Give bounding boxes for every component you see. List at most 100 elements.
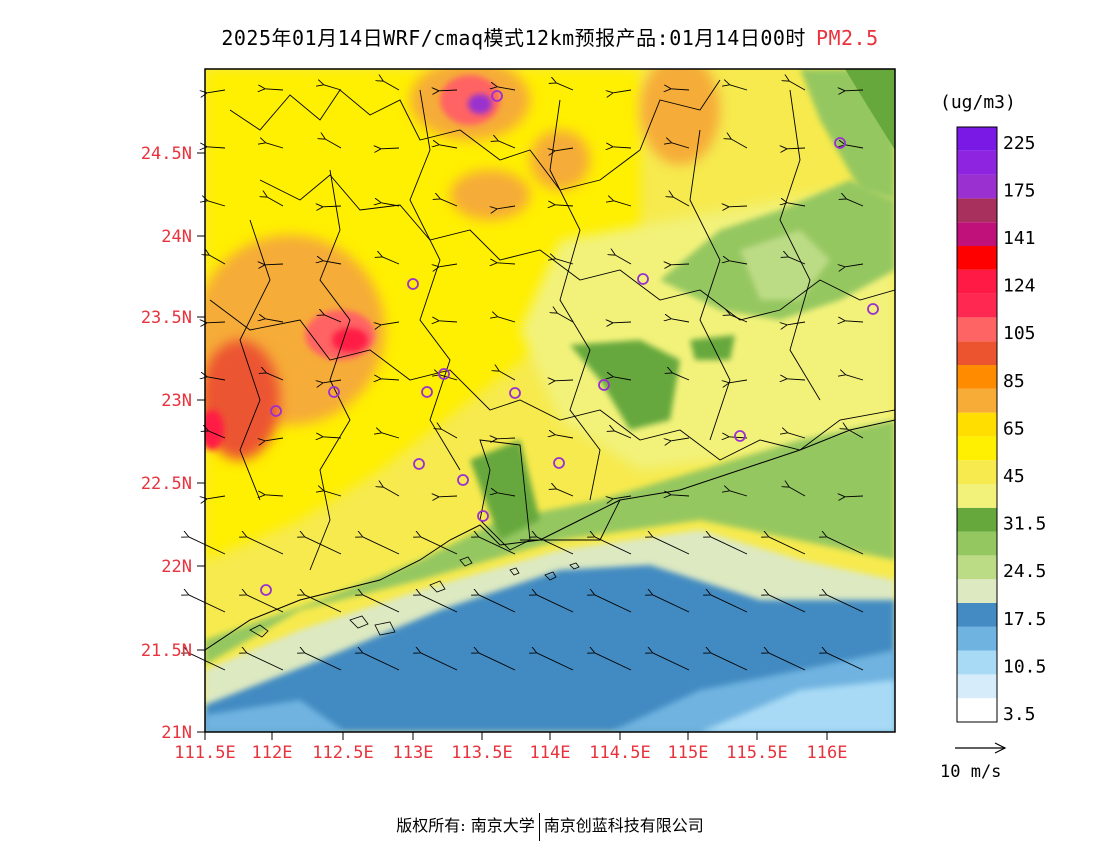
wind-arrow [363,653,400,671]
legend-bin [957,174,997,199]
wind-arrow [305,653,342,671]
wind-arrow [305,595,342,613]
longitude-axis: 111.5E 112E 112.5E 113E 113.5E 114E 114.5E 115E… [174,732,847,763]
copyright-footer: 版权所有: 南京大学 南京创蓝科技有限公司 [0,812,1100,841]
wind-arrow [381,379,400,380]
lon-tick-label: 112E [252,743,293,763]
legend-bin [957,460,997,484]
wind-arrow [439,263,458,267]
legend-label: 225 [1003,133,1036,154]
wind-arrow [498,317,516,323]
wind-arrow [556,259,574,265]
wind-arrow [439,321,458,322]
wind-arrow [440,199,458,207]
station-marker [260,584,272,596]
wind-arrow [788,257,806,265]
wind-arrow [653,595,690,613]
legend-bin [957,246,997,270]
colorbar-legend: 3.5 10.5 17.5 24.5 31.5 45 65 85 105 124 141 175 225 [956,126,1046,725]
footer-right: 南京创蓝科技有限公司 [543,816,704,835]
wind-arrow [265,319,284,323]
wind-arrow [789,81,806,91]
wind-arrow [827,653,864,671]
wind-arrow [207,147,226,148]
lon-tick-label: 115E [668,743,709,763]
station-marker [413,458,425,470]
wind-arrow [614,201,632,207]
wind-arrow [383,487,400,497]
wind-arrow [788,433,806,439]
wind-arrow [613,377,632,381]
wind-arrow [207,322,226,323]
legend-bin [957,555,997,580]
legend-bin [957,222,997,246]
wind-arrow [208,431,226,439]
wind-arrow [769,537,806,555]
wind-arrow [653,653,690,671]
lon-tick-label: 116E [807,743,848,763]
wind-arrow [265,437,284,441]
title-pollutant: PM2.5 [815,26,879,50]
lon-tick-label: 115.5E [726,743,787,763]
wind-arrow [613,495,632,499]
lat-tick-label: 24.5N [141,144,192,164]
wind-arrow [595,537,632,555]
title-main: 2025年01月14日WRF/cmaq模式12km预报产品:01月14日00时 [221,26,806,50]
lat-tick-label: 21N [161,723,192,743]
wind-arrow [363,595,400,613]
legend-bin [957,269,997,294]
legend-bin [957,579,997,603]
legend-bin [957,436,997,461]
lat-tick-label: 23N [161,391,192,411]
wind-arrow [324,491,342,497]
lat-tick-label: 22N [161,557,192,577]
wind-arrow [653,537,690,555]
wind-arrow [537,653,574,671]
legend-label: 124 [1003,276,1036,297]
wind-arrow [189,653,226,671]
wind-arrow [208,201,226,207]
station-marker [553,457,565,469]
wind-arrow [847,429,864,439]
lon-tick-label: 111.5E [174,743,235,763]
station-marker [421,386,433,398]
lon-tick-label: 113E [393,743,434,763]
wind-arrow [498,141,516,149]
wind-arrow [267,197,284,207]
wind-arrow [439,496,458,497]
legend-label: 85 [1003,371,1025,392]
wind-arrow [421,537,458,555]
wind-arrow [613,322,632,323]
wind-arrow [479,653,516,671]
wind-arrow [671,437,690,441]
wind-arrow [381,148,400,149]
wind-arrow [439,90,458,91]
lon-tick-label: 114.5E [589,743,650,763]
wind-arrow [209,255,226,265]
wind-arrow [787,148,806,149]
legend-label: 175 [1003,180,1036,201]
wind-arrow [323,437,342,438]
lon-tick-label: 112.5E [312,743,373,763]
wind-arrow [672,373,690,381]
monitoring-stations [260,90,879,596]
wind-arrow [615,255,632,265]
wind-arrow [845,321,864,322]
legend-label: 105 [1003,323,1036,344]
wind-arrow [383,81,400,91]
wind-arrow [479,595,516,613]
wind-arrow [671,495,690,496]
legend-bin [957,150,997,175]
wind-arrow [537,595,574,613]
station-marker [457,474,469,486]
wind-arrow [787,203,806,207]
station-marker [328,386,340,398]
wind-arrow [845,145,864,149]
wind-arrow [324,85,342,91]
wind-arrow [189,595,226,613]
wind-arrow [845,263,864,267]
wind-arrow [382,433,400,439]
station-marker [598,379,610,391]
legend-bin [957,698,997,722]
